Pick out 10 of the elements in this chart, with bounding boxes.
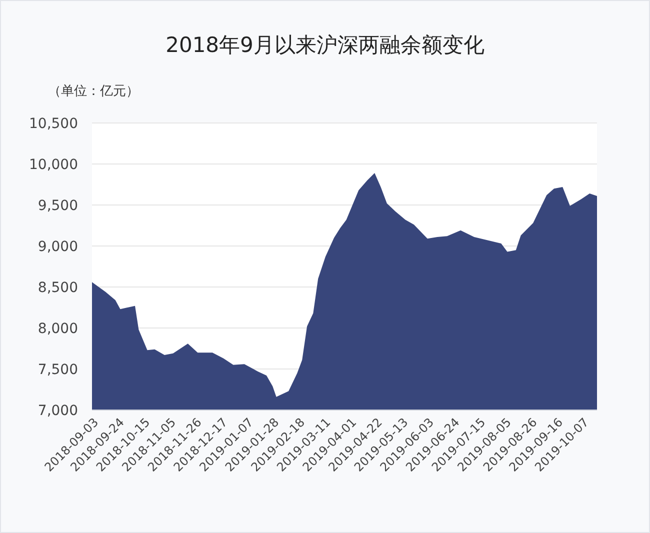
y-tick-label: 10,000 bbox=[29, 156, 78, 173]
y-axis-title: （单位：亿元） bbox=[48, 84, 139, 99]
y-tick-label: 9,000 bbox=[38, 238, 78, 255]
y-tick-label: 8,000 bbox=[38, 320, 78, 337]
y-tick-label: 7,500 bbox=[38, 362, 78, 378]
y-tick-label: 10,500 bbox=[29, 116, 78, 132]
y-tick-label: 8,500 bbox=[38, 280, 78, 296]
y-tick-label: 7,000 bbox=[38, 402, 78, 419]
chart-title: 2018年9月以来沪深两融余额变化 bbox=[166, 33, 484, 57]
y-tick-label: 9,500 bbox=[38, 198, 78, 214]
